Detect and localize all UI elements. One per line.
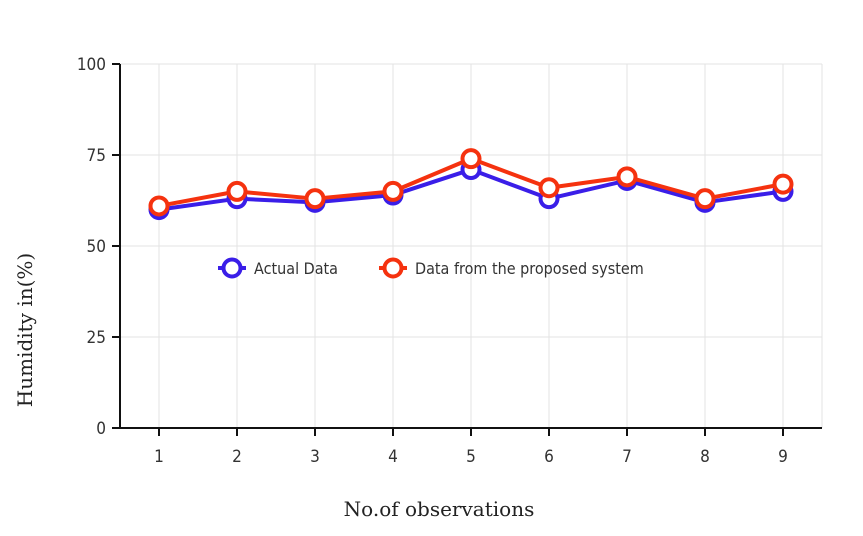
- y-tick-label-100: 100: [77, 55, 106, 75]
- y-tick-label-0: 0: [96, 419, 106, 439]
- data-point-data-from-the-proposed-system-3: [304, 188, 326, 210]
- legend-label-actual-data: Actual Data: [254, 259, 338, 278]
- x-tick-label-6: 6: [544, 447, 554, 467]
- legend-item-actual-data: Actual Data: [218, 257, 338, 279]
- x-axis-title: No.of observations: [344, 497, 535, 521]
- data-point-data-from-the-proposed-system-9: [772, 173, 794, 195]
- x-tick-label-4: 4: [388, 447, 398, 467]
- y-tick-labels: 0 25 50 75 100: [77, 55, 120, 439]
- x-tick-label-5: 5: [466, 447, 476, 467]
- x-tick-label-2: 2: [232, 447, 242, 467]
- x-tick-label-7: 7: [622, 447, 632, 467]
- y-tick-label-75: 75: [87, 146, 106, 166]
- legend-label-proposed-system: Data from the proposed system: [415, 259, 644, 278]
- data-point-data-from-the-proposed-system-4: [382, 180, 404, 202]
- legend-item-proposed-system: Data from the proposed system: [379, 257, 644, 279]
- x-tick-label-3: 3: [310, 447, 320, 467]
- legend: Actual Data Data from the proposed syste…: [218, 257, 644, 279]
- x-tick-label-8: 8: [700, 447, 710, 467]
- x-tick-labels: 1 2 3 4 5 6 7 8 9: [154, 428, 788, 467]
- legend-marker-proposed-system: [382, 257, 404, 279]
- data-point-data-from-the-proposed-system-7: [616, 166, 638, 188]
- legend-marker-actual-data: [221, 257, 243, 279]
- series-layer: [148, 148, 794, 221]
- y-tick-label-50: 50: [87, 237, 106, 257]
- y-axis-title: Humidity in(%): [13, 253, 37, 407]
- data-point-data-from-the-proposed-system-6: [538, 177, 560, 199]
- x-tick-label-9: 9: [778, 447, 788, 467]
- grid-lines: [120, 63, 823, 428]
- y-tick-label-25: 25: [87, 328, 106, 348]
- data-point-data-from-the-proposed-system-5: [460, 148, 482, 170]
- data-point-data-from-the-proposed-system-2: [226, 180, 248, 202]
- x-tick-label-1: 1: [154, 447, 164, 467]
- data-point-data-from-the-proposed-system-8: [694, 188, 716, 210]
- data-point-data-from-the-proposed-system-1: [148, 195, 170, 217]
